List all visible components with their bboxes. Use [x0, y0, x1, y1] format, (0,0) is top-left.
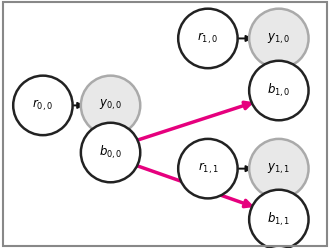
Ellipse shape — [249, 139, 309, 198]
Text: $r_{1,0}$: $r_{1,0}$ — [197, 31, 218, 46]
Text: $y_{1,1}$: $y_{1,1}$ — [267, 161, 290, 176]
Text: $b_{1,1}$: $b_{1,1}$ — [267, 211, 290, 228]
Text: $b_{0,0}$: $b_{0,0}$ — [99, 144, 122, 161]
Text: $r_{0,0}$: $r_{0,0}$ — [32, 98, 53, 113]
Text: $y_{0,0}$: $y_{0,0}$ — [99, 98, 122, 113]
Text: $r_{1,1}$: $r_{1,1}$ — [198, 161, 218, 176]
Ellipse shape — [249, 9, 309, 68]
Ellipse shape — [249, 61, 309, 120]
Ellipse shape — [81, 123, 140, 182]
Ellipse shape — [178, 9, 238, 68]
Ellipse shape — [249, 190, 309, 248]
Ellipse shape — [178, 139, 238, 198]
Ellipse shape — [13, 76, 73, 135]
Text: $b_{1,0}$: $b_{1,0}$ — [267, 82, 291, 99]
Text: $y_{1,0}$: $y_{1,0}$ — [267, 31, 290, 46]
Ellipse shape — [81, 76, 140, 135]
